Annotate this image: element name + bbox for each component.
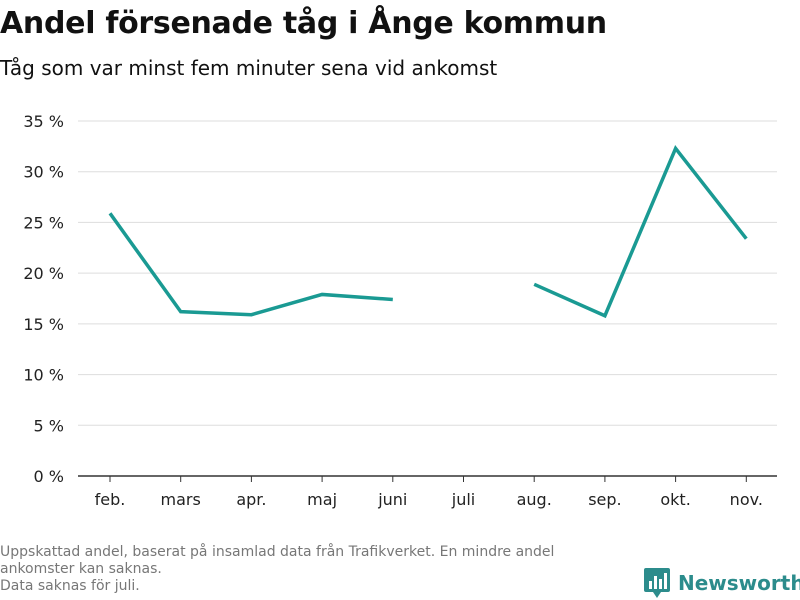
series-line (108, 212, 393, 317)
y-tick-label: 5 % (34, 416, 64, 435)
x-tick-label: apr. (236, 490, 266, 509)
x-tick-label: maj (307, 490, 337, 509)
brand-name: Newsworthy (678, 571, 800, 595)
x-tick-label: juni (377, 490, 407, 509)
footer-note: Uppskattad andel, baserat på insamlad da… (0, 544, 630, 595)
x-tick-label: juli (451, 490, 475, 509)
x-tick-label: aug. (517, 490, 552, 509)
line-chart: 0 % 5 % 10 % 15 % 20 % 25 % 30 % 35 % feb. mars ap… (23, 112, 777, 509)
series-line (533, 144, 748, 319)
x-tick-label: feb. (95, 490, 126, 509)
bar-chart-logo-icon (644, 568, 670, 598)
y-tick-label: 10 % (23, 366, 64, 385)
y-tick-label: 15 % (23, 315, 64, 334)
x-tick-label: sep. (588, 490, 621, 509)
x-tick-label: okt. (660, 490, 690, 509)
y-tick-label: 20 % (23, 264, 64, 283)
y-tick-label: 30 % (23, 163, 64, 182)
footer-note-line: Uppskattad andel, baserat på insamlad da… (0, 544, 555, 560)
y-tick-label: 0 % (34, 467, 64, 486)
x-tick-label: mars (161, 490, 201, 509)
x-tick-label: nov. (730, 490, 763, 509)
footer-note-line: Data saknas för juli. (0, 578, 140, 594)
chart-subtitle: Tåg som var minst fem minuter sena vid a… (0, 56, 498, 80)
brand-logo: Newsworthy (644, 568, 800, 598)
y-tick-label: 35 % (23, 112, 64, 131)
y-tick-label: 25 % (23, 213, 64, 232)
footer-note-line: ankomster kan saknas. (0, 561, 162, 577)
chart-title: Andel försenade tåg i Ånge kommun (0, 6, 607, 41)
